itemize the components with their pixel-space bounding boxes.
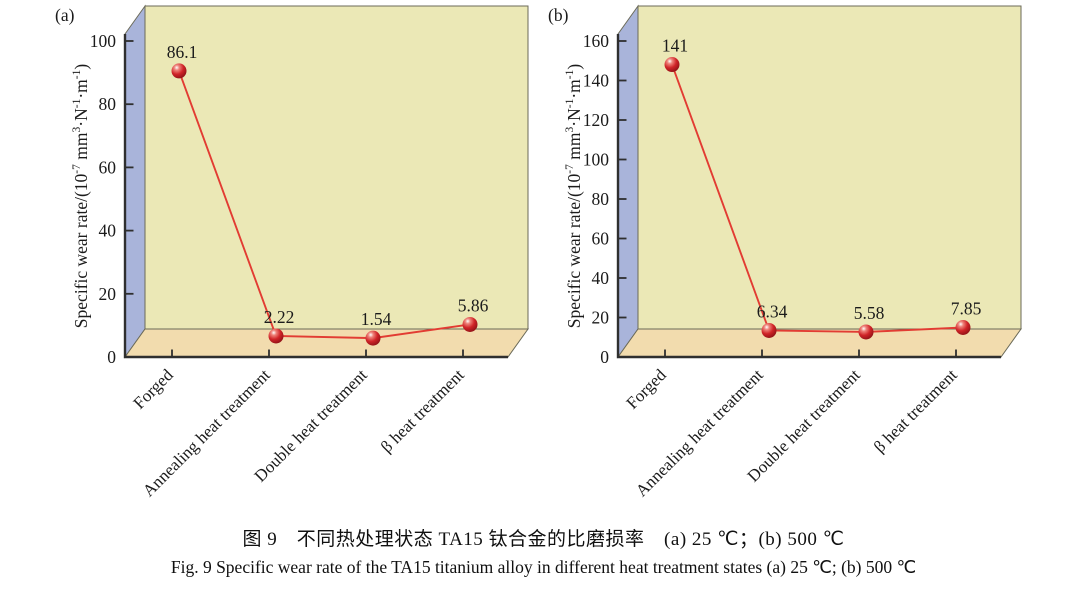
y-tick-label: 40 [592,268,610,288]
data-point [955,319,971,335]
y-tick-label: 60 [99,157,117,177]
x-category-label: β heat treatment [377,365,468,456]
y-tick-label: 160 [583,31,610,51]
data-point [365,330,381,346]
y-tick-label: 120 [583,110,610,130]
y-tick-label: 100 [583,150,610,170]
data-point [761,322,777,338]
data-point [268,328,284,344]
y-tick-label: 80 [592,189,610,209]
y-axis-title: Specific wear rate/(10-7 mm3·N-1·m-1) [564,64,584,329]
floor [124,328,529,358]
y-tick-label: 20 [99,284,117,304]
data-point-label: 2.22 [264,307,295,327]
back-wall [637,5,1022,330]
y-axis-title: Specific wear rate/(10-7 mm3·N-1·m-1) [71,64,91,329]
y-tick-label: 60 [592,229,610,249]
data-line [178,70,471,340]
y-tick-label: 0 [107,347,116,367]
data-point-label: 1.54 [361,309,392,329]
y-tick-label: 40 [99,221,117,241]
caption-chinese: 图 9 不同热处理状态 TA15 钛合金的比磨损率 (a) 25 ℃；(b) 5… [242,529,845,550]
back-wall [144,5,529,330]
data-point-label: 6.34 [757,301,788,321]
y-tick-label: 80 [99,94,117,114]
caption-english: Fig. 9 Specific wear rate of the TA15 ti… [170,557,917,577]
left-wall [124,4,146,359]
data-point-label: 86.1 [167,42,198,62]
panel-label: (b) [548,5,569,25]
left-wall [617,4,639,359]
y-tick-label: 100 [90,31,117,51]
y-tick-label: 140 [583,71,610,91]
y-tick-label: 0 [600,347,609,367]
data-point-label: 7.85 [951,298,982,318]
data-point [858,324,874,340]
data-point-label: 141 [662,36,688,56]
panel-label: (a) [55,5,75,25]
data-point-label: 5.58 [854,303,885,323]
data-point [171,63,187,79]
data-point [462,316,478,332]
x-category-label: Forged [130,365,178,413]
y-tick-label: 20 [592,308,610,328]
data-line [671,64,964,333]
x-category-label: β heat treatment [870,365,961,456]
x-category-label: Forged [623,365,671,413]
data-point-label: 5.86 [458,295,489,315]
data-point [664,57,680,73]
